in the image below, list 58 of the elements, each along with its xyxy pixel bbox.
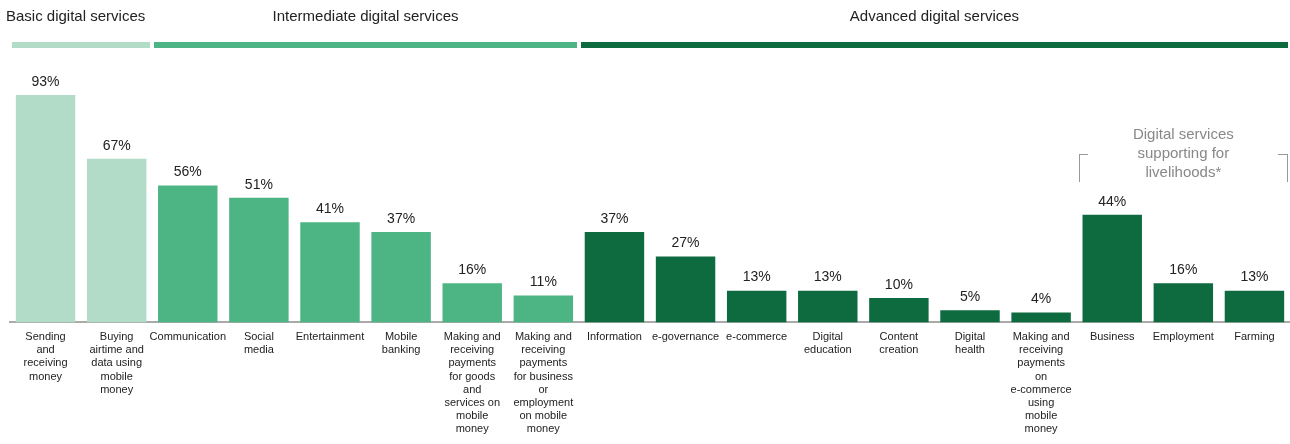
bar [300, 222, 360, 323]
data-label: 44% [1098, 192, 1127, 209]
bar [869, 297, 929, 323]
bar [584, 231, 645, 323]
data-label: 10% [884, 275, 913, 292]
x-tick-label: e-commerce [726, 330, 788, 343]
data-label: 56% [173, 163, 202, 180]
bar [15, 95, 76, 323]
bar [726, 290, 787, 323]
x-tick-label: Mobile banking [381, 330, 421, 356]
x-tick-label: Information [586, 330, 642, 343]
x-tick-label: Making and receiving payments on e-commerce using mobile money [1010, 330, 1072, 435]
x-tick-label: Entertainment [295, 330, 365, 343]
data-label: 5% [959, 288, 981, 305]
data-label: 13% [742, 268, 771, 285]
data-label: 27% [671, 234, 700, 251]
data-label: 13% [1240, 268, 1269, 285]
x-tick-label: Buying airtime and data using mobile money [89, 330, 144, 395]
data-label: 16% [458, 261, 487, 278]
bar [371, 231, 431, 323]
x-tick-label: Making and receiving payments for goods and services on mobile money [443, 330, 501, 435]
bar [158, 185, 218, 323]
data-label: 37% [387, 209, 416, 226]
bar [940, 310, 1000, 323]
annotation: Digital services supporting for livelihoods* [1132, 125, 1234, 181]
x-tick-label: Digital education [803, 330, 852, 356]
bar [1224, 290, 1285, 323]
data-label: 37% [600, 209, 629, 226]
data-label: 11% [529, 273, 557, 290]
data-label: 93% [31, 72, 60, 89]
data-label: 41% [315, 200, 345, 217]
data-label: 16% [1169, 261, 1198, 278]
bar [655, 256, 716, 323]
bar [229, 197, 289, 323]
text: Intermediate digital services [272, 6, 459, 24]
x-tick-label: e-governance [651, 330, 720, 343]
data-label: 51% [244, 175, 273, 192]
text: Basic digital services [6, 6, 146, 24]
x-tick-label: Communication [149, 330, 226, 343]
x-tick-label: Business [1089, 330, 1136, 343]
bar [442, 283, 502, 323]
bar [513, 295, 574, 323]
bar [1153, 283, 1214, 323]
bar [86, 158, 147, 323]
x-tick-label: Making and receiving payments for business or employment on mobile money [513, 330, 574, 435]
bar [1011, 312, 1071, 323]
x-tick-label: Sending and receiving money [23, 330, 68, 382]
x-tick-label: Farming [1234, 330, 1275, 343]
text: Advanced digital services [849, 6, 1020, 24]
data-label: 67% [102, 136, 131, 153]
bar [798, 290, 858, 323]
x-tick-label: Content creation [879, 330, 919, 356]
x-tick-label: Digital health [954, 330, 986, 356]
data-label: 4% [1030, 290, 1052, 307]
data-label: 13% [813, 268, 842, 285]
bar [1082, 214, 1142, 323]
x-tick-label: Employment [1152, 330, 1214, 343]
x-tick-label: Social media [243, 330, 275, 356]
